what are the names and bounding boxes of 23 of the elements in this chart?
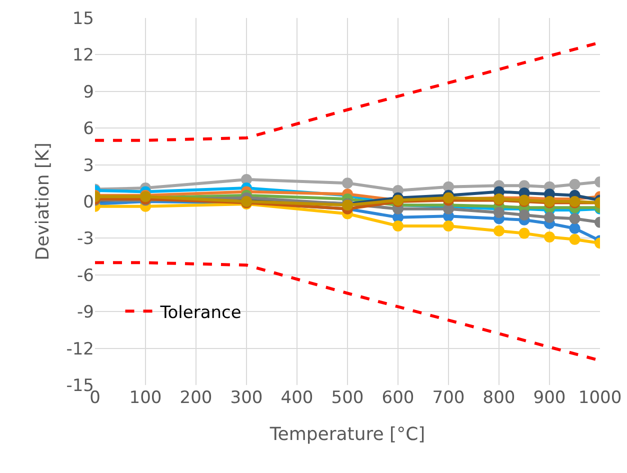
x-tick-label: 800 — [482, 388, 516, 408]
x-tick-label: 200 — [180, 388, 212, 408]
y-tick-label: -3 — [77, 229, 94, 250]
x-tick-label: 300 — [230, 388, 263, 408]
x-tick-label: 900 — [533, 388, 566, 408]
x-tick-label: 400 — [280, 388, 314, 408]
y-tick-label: 0 — [83, 192, 94, 212]
y-tick-label: 15 — [72, 8, 94, 29]
x-tick-label: 1000 — [578, 388, 622, 408]
y-axis-title: Deviation [K] — [32, 142, 54, 260]
y-tick-label: -9 — [77, 302, 94, 323]
y-tick-label: -12 — [66, 339, 94, 360]
y-tick-label: 3 — [83, 156, 94, 176]
y-tick-label: 9 — [83, 82, 94, 102]
x-tick-label: 700 — [432, 388, 465, 408]
x-tick-label: 100 — [129, 388, 162, 408]
y-tick-label: 12 — [72, 46, 94, 66]
x-tick-label: 600 — [382, 388, 414, 408]
y-tick-label: -6 — [77, 266, 94, 286]
x-axis-title: Temperature [°C] — [268, 424, 426, 446]
legend-label: Tolerance — [159, 302, 242, 323]
y-tick-label: 6 — [83, 119, 94, 140]
x-tick-label: 500 — [331, 388, 364, 408]
